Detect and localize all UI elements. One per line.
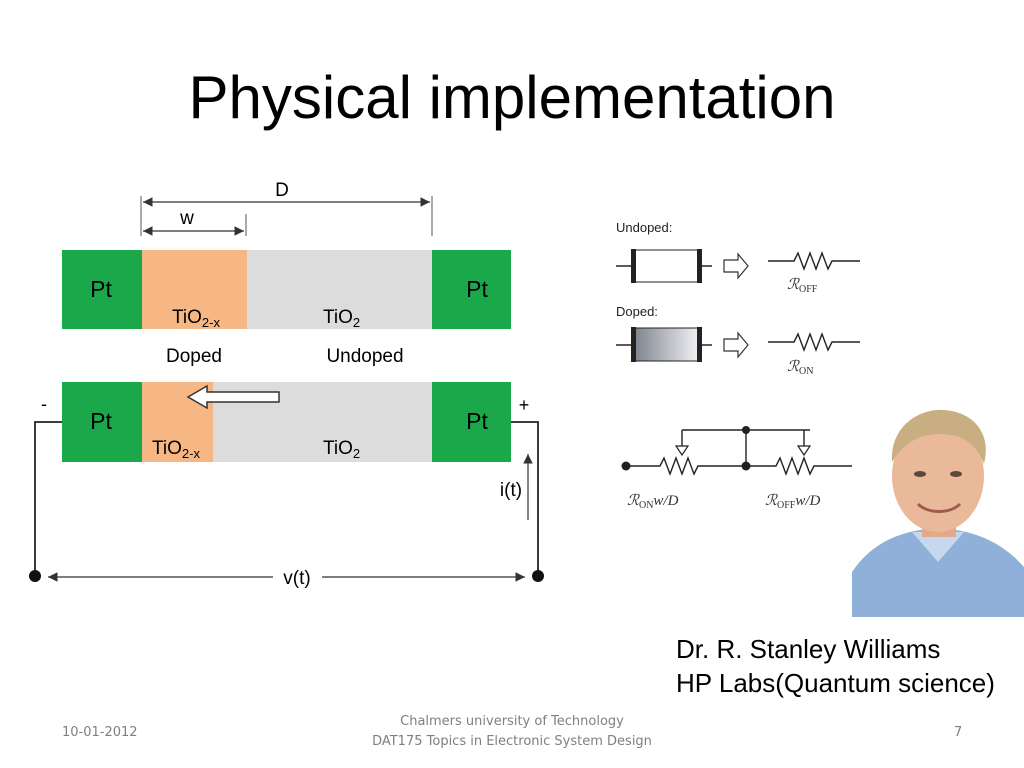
r-symbol: ℛ [787,359,800,375]
variable-resistor-circuit: ℛONw/D ℛOFFw/D [621,426,865,511]
external-circuit: - + i(t) v(t) [29,394,544,589]
pt-electrode-right [432,382,511,462]
person-name: Dr. R. Stanley Williams [676,634,941,664]
tio2-subscript: 2 [353,315,360,330]
w-over-d-label: w/D [653,493,678,509]
doped-legend-label: Doped: [616,304,658,319]
dimension-d-label: D [275,180,289,201]
footer-course: DAT175 Topics in Electronic System Desig… [372,734,652,749]
person-affiliation: HP Labs(Quantum science) [676,668,995,698]
svg-text:TiO2-x: TiO2-x [152,438,200,461]
svg-text:ℛONw/D: ℛONw/D [627,493,679,511]
footer-university: Chalmers university of Technology [400,714,624,729]
svg-text:TiO2: TiO2 [323,438,360,461]
resistor-on-symbol [768,332,860,352]
pt-label: Pt [466,408,488,434]
doped-block [631,327,701,362]
pt-label: Pt [90,408,112,434]
voltage-label: v(t) [283,568,310,589]
resistor-right [746,456,860,476]
portrait-photo [852,402,1024,617]
device-bottom: Pt Pt TiO2-x TiO2 [62,382,511,462]
terminal-plus-label: + [519,395,530,415]
resistor-off-symbol [768,251,860,271]
resistor-left [626,456,746,476]
tio2-label: TiO [323,438,353,459]
tio2x-label: TiO [152,438,182,459]
dimension-markers: D w [140,180,433,236]
svg-text:TiO2-x: TiO2-x [172,307,220,330]
current-label: i(t) [500,480,522,501]
svg-text:ℛON: ℛON [787,359,813,377]
svg-text:ℛOFF: ℛOFF [787,277,818,295]
tio2-label: TiO [323,307,353,328]
terminal-minus-label: - [41,394,47,414]
device-top: Pt Pt TiO2-x TiO2 [62,250,511,330]
undoped-caption: Undoped [326,346,403,367]
pt-label: Pt [466,276,488,302]
resistance-legend: Undoped: ℛOFF Doped: ℛON [616,220,860,377]
r-off-subscript: OFF [799,284,818,295]
implies-arrow [723,252,749,280]
tio2x-subscript: 2-x [202,315,221,330]
undoped-legend-label: Undoped: [616,220,672,235]
footer-date: 10-01-2012 [62,725,138,740]
svg-text:TiO2: TiO2 [323,307,360,330]
dimension-w-label: w [179,208,194,229]
tio2x-subscript: 2-x [182,446,201,461]
svg-text:ℛOFFw/D: ℛOFFw/D [765,493,821,511]
pt-label: Pt [90,276,112,302]
r-on-subscript: ON [639,500,653,511]
tio2x-label: TiO [172,307,202,328]
terminal-dot [532,570,544,582]
implies-arrow [723,331,749,359]
boundary-motion-arrow [186,384,280,410]
r-on-subscript: ON [799,366,813,377]
footer-org: Chalmers university of Technology DAT175… [362,714,662,749]
pt-electrode-left [62,382,142,462]
r-off-subscript: OFF [777,500,796,511]
r-symbol: ℛ [627,493,640,509]
pt-electrode-left [62,250,142,329]
tio2-subscript: 2 [353,446,360,461]
undoped-block [631,249,701,283]
r-symbol: ℛ [765,493,778,509]
slide-title: Physical implementation [188,64,836,131]
doped-region [142,250,247,329]
undoped-region [247,250,432,329]
page-number: 7 [954,725,963,740]
w-over-d-label: w/D [795,493,820,509]
pt-electrode-right [432,250,511,329]
terminal-dot [29,570,41,582]
r-symbol: ℛ [787,277,800,293]
doped-caption: Doped [166,346,222,367]
